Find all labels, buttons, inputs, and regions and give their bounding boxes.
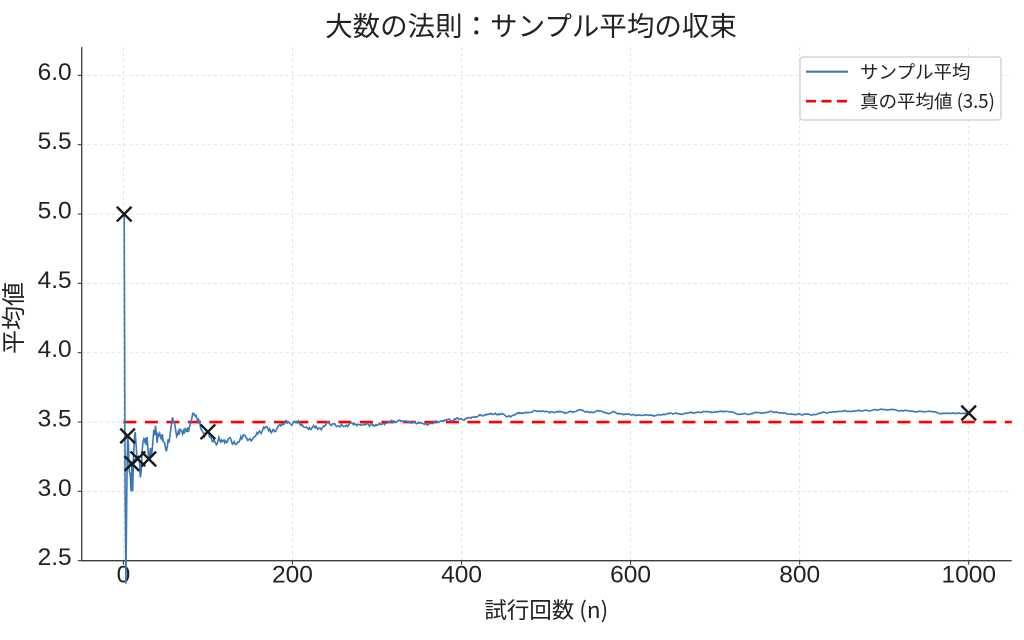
svg-text:平均値: 平均値	[0, 282, 29, 354]
svg-text:大数の法則：サンプル平均の収束: 大数の法則：サンプル平均の収束	[325, 4, 737, 44]
svg-text:200: 200	[272, 562, 313, 589]
svg-text:5.5: 5.5	[38, 128, 72, 155]
svg-text:4.0: 4.0	[38, 336, 72, 363]
svg-text:4.5: 4.5	[38, 267, 72, 294]
svg-text:3.0: 3.0	[38, 475, 72, 502]
svg-text:1000: 1000	[941, 562, 996, 589]
svg-text:試行回数 (n): 試行回数 (n)	[484, 593, 608, 625]
svg-text:2.5: 2.5	[38, 544, 72, 571]
svg-text:3.5: 3.5	[38, 406, 72, 433]
svg-text:800: 800	[779, 562, 820, 589]
svg-text:5.0: 5.0	[38, 198, 72, 225]
svg-text:6.0: 6.0	[38, 59, 72, 86]
svg-text:400: 400	[441, 562, 482, 589]
svg-text:真の平均値 (3.5): 真の平均値 (3.5)	[860, 88, 995, 114]
svg-text:サンプル平均: サンプル平均	[860, 59, 970, 85]
svg-text:600: 600	[610, 562, 651, 589]
svg-text:0: 0	[117, 562, 131, 589]
